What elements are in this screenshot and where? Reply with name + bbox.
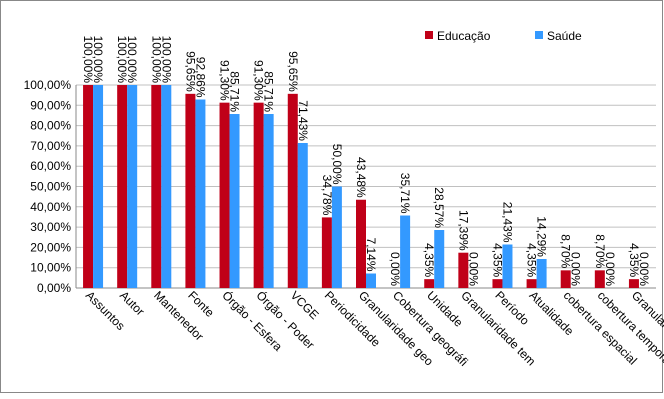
bar — [253, 102, 264, 288]
value-label: 0,00% — [388, 252, 402, 286]
value-label: 0,00% — [466, 252, 480, 286]
bar — [502, 244, 513, 288]
bar — [161, 85, 172, 288]
bar — [560, 270, 571, 288]
value-label: 71,43% — [296, 100, 310, 141]
bar — [263, 114, 274, 288]
y-tick-label: 60,00% — [30, 159, 71, 173]
bar — [400, 215, 411, 288]
legend-label: Educação — [437, 29, 491, 43]
value-label: 85,71% — [262, 71, 276, 112]
value-label: 0,00% — [569, 252, 583, 286]
y-tick-label: 10,00% — [30, 261, 71, 275]
value-label: 28,57% — [432, 187, 446, 228]
bar — [331, 186, 342, 288]
value-label: 4,35% — [627, 243, 641, 277]
bar — [185, 93, 196, 288]
value-label: 100,00% — [125, 36, 139, 84]
bar — [321, 217, 332, 288]
y-tick-label: 30,00% — [30, 220, 71, 234]
value-label: 50,00% — [330, 144, 344, 185]
value-label: 92,86% — [193, 57, 207, 98]
bar — [356, 199, 366, 288]
bar — [83, 85, 94, 288]
bar — [229, 114, 240, 288]
bar — [492, 279, 503, 288]
y-tick-label: 90,00% — [30, 98, 71, 112]
bar — [536, 258, 547, 288]
bar — [195, 99, 206, 288]
value-label: 95,65% — [183, 51, 197, 92]
value-label: 17,39% — [456, 210, 470, 251]
value-label: 8,70% — [593, 234, 607, 268]
value-label: 34,78% — [320, 175, 334, 216]
value-label: 91,30% — [252, 60, 266, 101]
legend-label: Saúde — [547, 29, 582, 43]
value-label: 100,00% — [81, 36, 95, 84]
value-label: 8,70% — [559, 234, 573, 268]
bar — [594, 270, 605, 288]
y-tick-label: 80,00% — [30, 119, 71, 133]
legend-swatch — [425, 31, 433, 39]
y-tick-label: 70,00% — [30, 139, 71, 153]
y-tick-label: 40,00% — [30, 200, 71, 214]
value-label: 0,00% — [603, 252, 617, 286]
bar — [287, 93, 298, 288]
bar — [127, 85, 138, 288]
value-label: 4,35% — [422, 243, 436, 277]
bar — [117, 85, 128, 288]
value-label: 14,29% — [535, 216, 549, 257]
bar — [424, 279, 435, 288]
y-tick-label: 50,00% — [30, 180, 71, 194]
value-label: 100,00% — [149, 36, 163, 84]
value-label: 21,43% — [500, 202, 514, 243]
value-label: 4,35% — [525, 243, 539, 277]
bar — [434, 230, 445, 288]
value-label: 4,35% — [490, 243, 504, 277]
value-label: 85,71% — [228, 71, 242, 112]
value-label: 35,71% — [398, 173, 412, 214]
bar — [297, 142, 308, 288]
legend-swatch — [535, 31, 543, 39]
value-label: 91,30% — [218, 60, 232, 101]
bar — [458, 252, 469, 288]
bar — [366, 273, 376, 288]
bar — [151, 85, 162, 288]
y-tick-label: 100,00% — [24, 78, 72, 92]
value-label: 100,00% — [91, 36, 105, 84]
value-label: 95,65% — [286, 51, 300, 92]
bar — [526, 279, 537, 288]
value-label: 7,14% — [364, 237, 378, 271]
value-label: 100,00% — [115, 36, 129, 84]
value-label: 43,48% — [354, 157, 368, 198]
bar — [93, 85, 104, 288]
value-label: 100,00% — [159, 36, 173, 84]
bar — [219, 102, 230, 288]
value-label: 0,00% — [637, 252, 651, 286]
bar — [628, 279, 639, 288]
y-tick-label: 0,00% — [37, 281, 71, 295]
y-tick-label: 20,00% — [30, 240, 71, 254]
